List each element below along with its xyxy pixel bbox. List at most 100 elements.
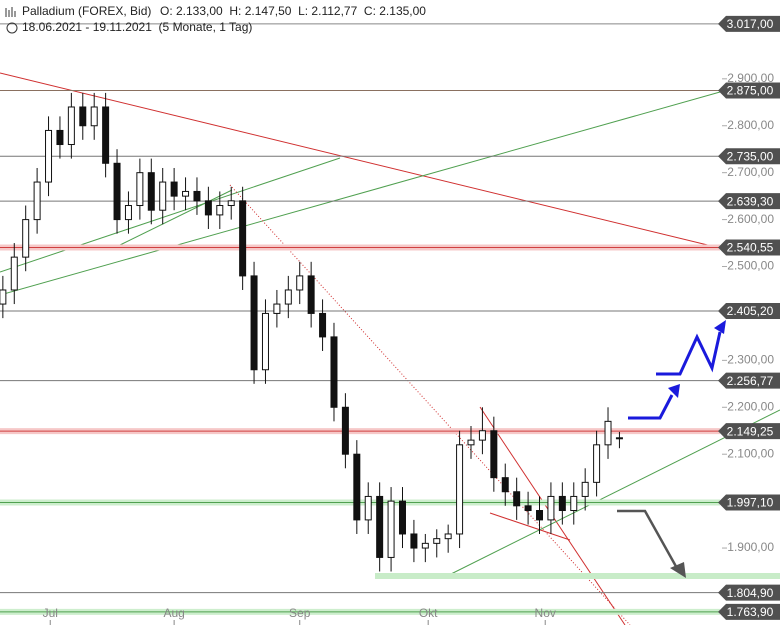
candle-body [296,275,304,291]
candle-body [581,481,589,497]
level-label: 2.735,00 [727,149,774,163]
candle-body [45,129,53,183]
candle-body [387,500,395,558]
candle-body [261,312,269,371]
candle-body [478,430,486,441]
level-tag [718,603,780,620]
candle-body [604,420,612,446]
candle-body [216,205,224,216]
candle-body [79,106,87,127]
x-tick-label: Nov [535,606,556,620]
candle-body [0,289,7,305]
candle-body [341,406,349,455]
candle-body [33,181,41,221]
candle-body [307,275,315,314]
x-tick-label: Jul [43,606,58,620]
drawings [0,72,780,625]
x-tick-label: Aug [163,606,184,620]
candle-body [319,312,327,338]
y-tick-label: 2.100,00 [727,446,774,460]
level-label: 2.256,77 [727,374,774,388]
level-tag [718,423,780,440]
candle-body [147,172,155,211]
chart-title: Palladium (FOREX, Bid) [22,4,151,18]
x-tick-label: Okt [419,606,438,620]
level-label: 1.804,90 [727,586,774,600]
candle-body [22,219,30,258]
y-tick-label: 2.600,00 [727,212,774,226]
level-label: 3.017,00 [727,17,774,31]
candle-body [204,200,212,216]
candle-body [524,505,532,512]
level-label: 1.997,10 [727,496,774,510]
candle-body [250,275,258,371]
candle-body [353,453,361,521]
candle-body [456,444,464,535]
candle-body [113,162,121,221]
y-tick-label: 2.800,00 [727,118,774,132]
ohlc: O: 2.133,00 H: 2.147,50 L: 2.112,77 C: 2… [160,4,426,18]
candle-body [273,303,281,314]
level-tag [718,584,780,601]
candle-body [90,106,98,127]
subtitle: 18.06.2021 - 19.11.2021 (5 Monate, 1 Tag… [22,20,252,34]
level-tag [718,15,780,32]
candle-body [410,533,418,549]
clock-icon [6,22,18,34]
candle-body [102,106,110,164]
level-tag [718,148,780,165]
level-tag [718,82,780,99]
candle-body [67,106,75,146]
candle-body [284,289,292,305]
y-tick-label: 2.700,00 [727,165,774,179]
axis: 2.900,00 2.800,00 2.700,00 2.600,00 2.500,00… [43,15,780,625]
level-label: 2.875,00 [727,84,774,98]
candle-body [193,190,201,202]
level-label: 1.763,90 [727,605,774,619]
y-tick-label: 2.200,00 [727,399,774,413]
candle-body [433,538,441,544]
candle-body [570,495,578,512]
level-label: 2.639,30 [727,194,774,208]
candle-body [444,533,452,540]
y-tick-label: 2.500,00 [727,259,774,273]
candle-body [330,336,338,408]
x-tick-label: Sep [289,606,311,620]
candle-body [547,495,555,521]
y-tick-label: 2.900,00 [727,71,774,85]
candle-body [536,510,544,521]
candle-body [136,172,144,207]
candle-body [615,437,623,440]
level-tag [718,239,780,256]
level-tag [718,302,780,319]
candle-body [376,495,384,558]
level-tag [718,372,780,389]
candle-body [558,495,566,512]
candle-body [124,205,132,221]
candle-body [10,256,18,291]
candle-body [490,430,498,479]
candle-body [501,477,509,493]
candles [0,92,623,572]
level-label: 2.405,20 [727,304,774,318]
level-label: 2.540,55 [727,241,774,255]
candle-body [227,200,235,207]
chart-icon [5,7,16,17]
candle-body [159,181,167,211]
candle-body [513,491,521,507]
candle-body [398,500,406,535]
candle-body [56,129,64,146]
candle-body [239,200,247,277]
candle-body [170,181,178,197]
level-tag [718,494,780,511]
candle-body [593,444,601,483]
level-tag [718,193,780,210]
candle-body [467,439,475,446]
candle-body [364,495,372,521]
header: Palladium (FOREX, Bid) O: 2.133,00 H: 2.… [5,4,426,34]
candle-body [421,542,429,549]
levels [0,23,720,615]
candle-body [182,190,190,197]
level-label: 2.149,25 [727,424,774,438]
